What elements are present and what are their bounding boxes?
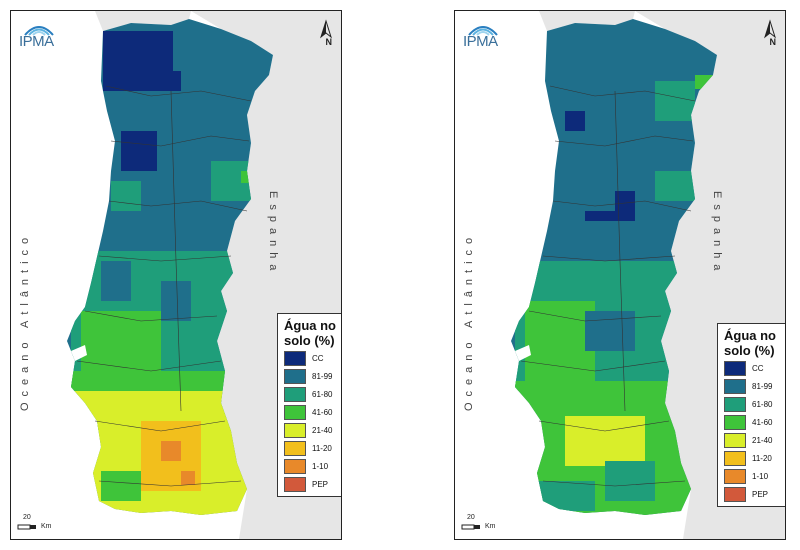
legend-item: 21-40	[724, 433, 782, 448]
legend-item: 81-99	[284, 369, 338, 384]
scale-unit: Km	[41, 523, 52, 530]
legend-right: Água no solo (%) CC 81-99 61-80 41-60 21-40 1…	[717, 323, 785, 507]
legend-item: CC	[284, 351, 338, 366]
legend-swatch	[284, 441, 306, 456]
north-arrow-icon	[320, 19, 332, 39]
legend-item: 1-10	[724, 469, 782, 484]
legend-swatch	[284, 405, 306, 420]
legend-swatch	[284, 423, 306, 438]
legend-item: PEP	[284, 477, 338, 492]
legend-item: 41-60	[284, 405, 338, 420]
legend-swatch	[724, 469, 746, 484]
legend-swatch	[724, 397, 746, 412]
galicia-land	[95, 11, 191, 31]
legend-label: 1-10	[312, 462, 329, 471]
legend-title-line1: Água no	[284, 318, 336, 333]
soil-water-map-right	[511, 11, 785, 539]
legend-swatch	[284, 459, 306, 474]
ocean-label: Oceano Atlântico	[19, 231, 31, 411]
legend-left: Água no solo (%) CC 81-99 61-80 41-60 21-40 1…	[277, 313, 341, 497]
legend-swatch	[724, 487, 746, 502]
legend-item: 11-20	[284, 441, 338, 456]
ipma-logo-text: IPMA	[19, 33, 54, 50]
scale-bar-icon	[461, 524, 480, 530]
legend-label: 11-20	[312, 444, 332, 453]
north-arrow-icon	[764, 19, 776, 39]
legend-item: 1-10	[284, 459, 338, 474]
legend-item: 61-80	[284, 387, 338, 402]
legend-swatch	[284, 387, 306, 402]
map-panel-right: IPMA N Oceano Atlântico Espanha Água no …	[454, 10, 786, 540]
legend-item: 61-80	[724, 397, 782, 412]
legend-label: 41-60	[312, 408, 333, 417]
legend-label: 11-20	[752, 454, 772, 463]
legend-label: 1-10	[752, 472, 769, 481]
galicia-land	[539, 11, 635, 31]
legend-items: CC 81-99 61-80 41-60 21-40 11-20 1-10 PEP	[724, 361, 782, 502]
north-label: N	[325, 37, 333, 47]
legend-swatch	[724, 451, 746, 466]
legend-title-line2: solo (%)	[284, 333, 335, 348]
legend-label: 81-99	[752, 382, 773, 391]
legend-label: PEP	[752, 490, 769, 499]
legend-label: 81-99	[312, 372, 333, 381]
scale-value: 20	[467, 514, 475, 521]
ipma-logo-icon	[468, 26, 498, 36]
legend-swatch	[724, 433, 746, 448]
legend-label: 61-80	[312, 390, 333, 399]
legend-label: 41-60	[752, 418, 773, 427]
ocean-label: Oceano Atlântico	[463, 231, 475, 411]
legend-item: 41-60	[724, 415, 782, 430]
legend-swatch	[284, 369, 306, 384]
legend-swatch	[724, 415, 746, 430]
legend-swatch	[724, 379, 746, 394]
legend-label: 21-40	[312, 426, 333, 435]
district-borders-right	[520, 85, 696, 487]
spain-label: Espanha	[711, 191, 723, 277]
tejo-estuary	[71, 345, 87, 361]
legend-item: PEP	[724, 487, 782, 502]
legend-item: CC	[724, 361, 782, 376]
map-panel-left: IPMA N Oceano Atlântico Espanha Água no …	[10, 10, 342, 540]
legend-label: 61-80	[752, 400, 773, 409]
legend-swatch	[284, 477, 306, 492]
legend-swatch	[724, 361, 746, 376]
scale-unit: Km	[485, 523, 496, 530]
legend-title-line2: solo (%)	[724, 343, 775, 358]
legend-items: CC 81-99 61-80 41-60 21-40 11-20 1-10 PEP	[284, 351, 338, 492]
legend-swatch	[284, 351, 306, 366]
spain-label: Espanha	[267, 191, 279, 277]
legend-item: 81-99	[724, 379, 782, 394]
legend-label: 21-40	[752, 436, 773, 445]
district-borders-left	[76, 85, 252, 487]
scale-bar-icon	[17, 524, 36, 530]
north-label: N	[769, 37, 777, 47]
scale-value: 20	[23, 514, 31, 521]
legend-label: CC	[752, 364, 764, 373]
legend-label: PEP	[312, 480, 329, 489]
ipma-logo-icon	[24, 26, 54, 36]
legend-item: 11-20	[724, 451, 782, 466]
tejo-estuary	[515, 345, 531, 361]
legend-item: 21-40	[284, 423, 338, 438]
legend-title-line1: Água no	[724, 328, 776, 343]
ipma-logo-text: IPMA	[463, 33, 498, 50]
legend-label: CC	[312, 354, 324, 363]
